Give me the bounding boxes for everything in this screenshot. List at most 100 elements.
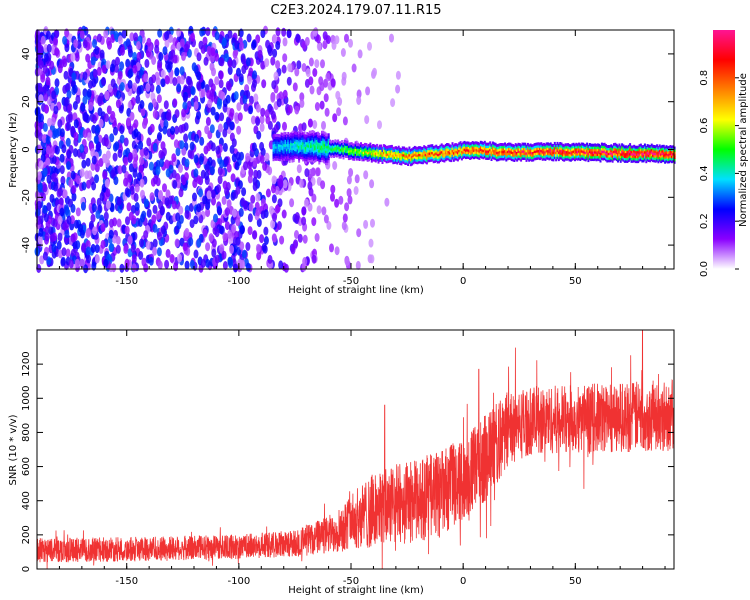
noise-cell bbox=[199, 27, 205, 37]
ridge-cell bbox=[631, 159, 634, 163]
ridge-cell bbox=[438, 155, 440, 159]
ridge-cell bbox=[645, 145, 648, 149]
noise-cell bbox=[91, 78, 97, 88]
noise-cell bbox=[248, 202, 254, 212]
noise-cell bbox=[91, 181, 97, 191]
ridge-cell bbox=[553, 153, 556, 157]
ridge-cell bbox=[505, 158, 508, 162]
ridge-cell bbox=[310, 156, 313, 160]
ridge-cell bbox=[442, 151, 445, 155]
ridge-cell bbox=[452, 151, 455, 155]
ridge-cell bbox=[287, 134, 290, 138]
ridge-cell bbox=[513, 149, 516, 153]
noise-cell bbox=[257, 49, 263, 59]
ridge-cell bbox=[308, 145, 311, 148]
ridge-cell bbox=[540, 144, 543, 148]
ridge-cell bbox=[583, 145, 586, 149]
ridge-cell bbox=[431, 158, 434, 162]
ridge-cell bbox=[295, 155, 298, 159]
ridge-cell bbox=[561, 146, 564, 150]
ridge-cell bbox=[435, 151, 438, 155]
ridge-cell bbox=[560, 154, 563, 158]
ridge-cell bbox=[276, 155, 279, 159]
ridge-cell bbox=[561, 150, 564, 154]
ridge-cell bbox=[618, 157, 621, 161]
ridge-cell bbox=[626, 157, 629, 161]
ridge-cell bbox=[463, 150, 466, 154]
ridge-cell bbox=[287, 132, 290, 135]
ridge-cell bbox=[564, 150, 567, 154]
ridge-cell bbox=[347, 142, 350, 146]
ridge-cell bbox=[311, 137, 314, 141]
ridge-cell bbox=[533, 143, 536, 147]
ridge-cell bbox=[475, 150, 478, 154]
ridge-cell bbox=[327, 142, 330, 146]
ridge-cell bbox=[284, 148, 287, 152]
ridge-cell bbox=[382, 158, 385, 162]
noise-cell bbox=[202, 195, 208, 205]
ridge-cell bbox=[430, 144, 432, 148]
ridge-cell bbox=[296, 151, 299, 155]
ridge-cell bbox=[599, 154, 602, 158]
ridge-cell bbox=[648, 147, 650, 151]
noise-cell bbox=[71, 185, 77, 194]
ridge-cell bbox=[617, 147, 619, 151]
noise-cell bbox=[37, 235, 43, 245]
ridge-cell bbox=[617, 152, 619, 156]
noise-cell bbox=[229, 121, 235, 131]
noise-cell bbox=[91, 155, 97, 165]
ridge-cell bbox=[539, 145, 541, 149]
ridge-cell bbox=[552, 151, 555, 155]
ridge-cell bbox=[281, 135, 284, 139]
ridge-cell bbox=[549, 156, 552, 160]
ridge-cell bbox=[512, 153, 515, 157]
ridge-cell bbox=[304, 141, 307, 145]
noise-cell bbox=[283, 263, 289, 273]
ridge-cell bbox=[442, 144, 445, 148]
ridge-cell bbox=[277, 158, 280, 161]
ridge-cell bbox=[534, 150, 537, 153]
ridge-cell bbox=[520, 153, 523, 157]
ridge-cell bbox=[279, 148, 282, 152]
noise-cell bbox=[42, 64, 48, 74]
ridge-cell bbox=[401, 153, 404, 157]
ridge-cell bbox=[641, 157, 644, 161]
ridge-cell bbox=[533, 147, 536, 151]
ridge-cell bbox=[530, 146, 533, 150]
ridge-cell bbox=[291, 147, 294, 151]
x-tick-label: -150 bbox=[115, 576, 138, 587]
noise-cell bbox=[363, 170, 369, 180]
ridge-cell bbox=[485, 147, 488, 151]
noise-cell bbox=[158, 52, 164, 61]
ridge-cell bbox=[606, 152, 609, 156]
ridge-cell bbox=[637, 152, 640, 156]
ridge-cell bbox=[431, 149, 434, 152]
ridge-cell bbox=[456, 148, 459, 152]
ridge-cell bbox=[279, 158, 282, 162]
ridge-cell bbox=[407, 160, 410, 164]
ridge-cell bbox=[353, 150, 356, 154]
noise-cell bbox=[59, 59, 65, 69]
ridge-cell bbox=[598, 158, 601, 162]
ridge-cell bbox=[510, 148, 513, 152]
noise-cell bbox=[252, 79, 257, 88]
ridge-cell bbox=[474, 150, 477, 154]
ridge-cell bbox=[292, 159, 295, 163]
ridge-cell bbox=[424, 158, 427, 162]
ridge-cell bbox=[310, 152, 313, 156]
ridge-cell bbox=[419, 158, 422, 162]
noise-cell bbox=[128, 152, 134, 162]
ridge-cell bbox=[300, 142, 303, 145]
noise-cell bbox=[261, 242, 267, 252]
noise-cell bbox=[176, 83, 182, 93]
ridge-cell bbox=[360, 156, 362, 160]
ridge-cell bbox=[299, 137, 302, 140]
ridge-cell bbox=[479, 148, 482, 151]
noise-cell bbox=[119, 61, 125, 71]
ridge-cell bbox=[661, 144, 664, 148]
noise-cell bbox=[46, 202, 52, 212]
ridge-cell bbox=[372, 146, 375, 150]
ridge-cell bbox=[657, 148, 660, 152]
ridge-cell bbox=[411, 157, 414, 161]
colorbar-tick-label: 0.0 bbox=[699, 261, 710, 277]
